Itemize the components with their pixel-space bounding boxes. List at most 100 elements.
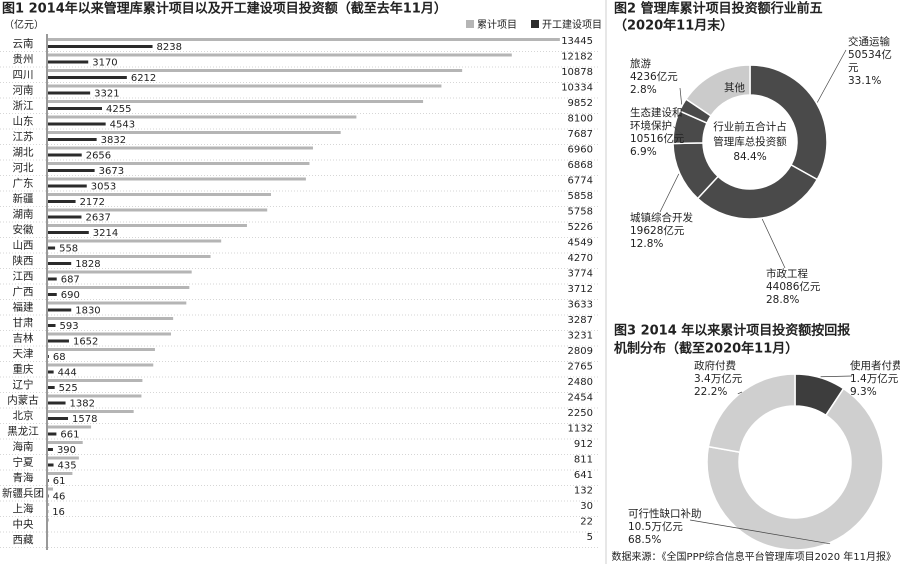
y-tick-label: 河北 [13,162,34,174]
y-tick-label: 重庆 [13,363,34,376]
amount-label: 10.5万亿元 [628,521,683,533]
bar [48,379,143,382]
bar [48,131,341,134]
bar [48,363,154,367]
value-label: 68 [53,352,66,363]
value-label: 5758 [568,207,593,218]
value-label: 661 [60,430,79,441]
bar [48,255,211,258]
value-label: 811 [574,455,593,466]
value-label: 5 [587,532,593,543]
value-label: 7687 [568,129,593,140]
bar [48,162,310,165]
y-tick-label: 内蒙古 [7,394,39,407]
y-tick-label: 西藏 [13,534,34,546]
y-tick-label: 福建 [13,301,34,314]
leader-line [761,218,786,269]
amount-label: 1.4万亿元 [850,373,899,385]
value-label: 3053 [91,182,116,193]
bar [48,456,79,460]
bar [48,239,222,243]
bar [48,138,97,141]
y-tick-label: 江西 [13,271,34,283]
bar [48,410,134,413]
value-label: 12.8% [630,238,664,250]
value-label: 1830 [75,306,100,317]
value-label: 3832 [101,135,126,146]
value-label: 1828 [75,259,100,270]
value-label: 2809 [568,346,593,357]
bar [48,53,512,57]
bar [48,355,49,358]
value-label: 28.8% [766,294,800,306]
value-label: 690 [61,290,80,301]
value-label: 3774 [568,269,593,280]
y-tick-label: 黑龙江 [7,425,39,438]
value-label: 9.3% [850,386,877,398]
bar [48,518,49,522]
y-tick-label: 山西 [13,240,34,252]
leader-line [816,49,847,103]
bar [48,494,49,498]
value-label: 1382 [70,399,95,410]
bar [48,169,95,172]
slice-label: 旅游 4236亿元 2.8% [630,58,690,97]
slice-label: 其他 [724,82,764,95]
bar [48,425,92,429]
bar [48,208,268,212]
y-tick-label: 新疆 [13,192,34,205]
y-tick-label: 新疆兵团 [2,487,44,500]
bar [48,487,54,491]
y-tick-label: 宁夏 [13,456,34,469]
category-label: 市政工程 [766,268,808,280]
bar [48,417,69,420]
leader-line [673,126,685,137]
category-label: 生态建设和环境保护 [630,107,683,132]
value-label: 3321 [94,89,119,100]
bar [48,441,83,444]
y-tick-label: 海南 [13,440,34,453]
amount-label: 4236亿元 [630,71,678,83]
amount-label: 3.4万亿元 [694,373,743,385]
value-label: 10878 [561,67,593,78]
bar [48,184,87,188]
bar [48,370,54,374]
amount-label: 50534亿元 [848,49,892,74]
bar [48,224,247,227]
value-label: 3170 [92,58,117,69]
source-note: 数据来源：《全国PPP综合信息平台管理库项目2020 年11月报》 [612,550,896,563]
chart-title: 图2 管理库累计项目投资额行业前五 [614,1,823,17]
leader-line [737,391,743,395]
slice-label: 政府付费 3.4万亿元 22.2% [694,360,754,399]
value-label: 4255 [106,104,131,115]
chart-title: 图3 2014 年以来累计项目投资额按回报 [614,323,851,339]
bar [48,394,142,398]
bar [48,177,306,181]
bar [48,293,57,296]
y-tick-label: 云南 [13,37,34,50]
value-label: 641 [574,470,593,481]
value-label: 444 [58,368,77,379]
value-label: 390 [57,445,76,456]
value-label: 61 [53,476,66,487]
category-label: 旅游 [630,58,651,70]
bar [48,479,49,482]
bar [48,200,76,203]
value-label: 2637 [85,213,110,224]
value-label: 16 [52,507,65,518]
value-label: 22 [580,517,593,528]
y-tick-label: 中央 [13,518,34,531]
center-text: 84.4% [733,151,766,163]
legend-label: 累计项目 [477,18,517,31]
chart-title: （2020年11月末） [614,18,733,34]
value-label: 6212 [131,73,156,84]
bar [48,91,91,95]
bar [48,401,66,405]
value-label: 2.8% [630,84,657,96]
bar [48,215,82,219]
category-label: 城镇综合开发 [630,212,693,224]
value-label: 5858 [568,191,593,202]
bar [48,308,72,312]
y-tick-label: 北京 [13,409,34,422]
